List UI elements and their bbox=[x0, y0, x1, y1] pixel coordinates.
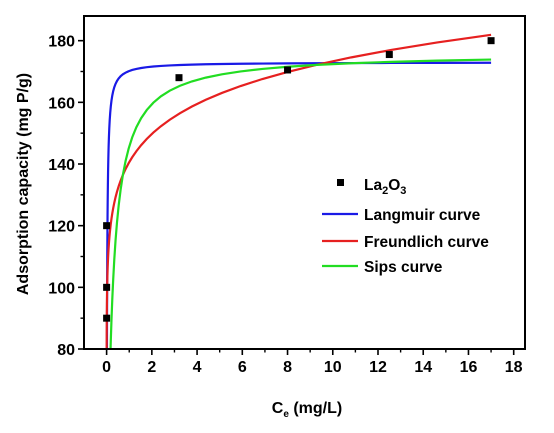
data-point bbox=[103, 283, 111, 291]
data-point bbox=[385, 51, 393, 59]
y-tick-label: 100 bbox=[48, 280, 75, 297]
data-point bbox=[487, 37, 495, 45]
y-tick-label: 120 bbox=[48, 219, 75, 236]
x-tick-label: 0 bbox=[102, 359, 111, 376]
x-tick-label: 10 bbox=[324, 359, 342, 376]
plot-area bbox=[83, 15, 526, 350]
x-axis-label-sub: e bbox=[283, 409, 289, 420]
plot-frame bbox=[83, 15, 526, 350]
fit-curve-sips bbox=[109, 58, 492, 349]
x-tick-label: 8 bbox=[283, 359, 292, 376]
tick-labels: 0 2 4 6 8 10 12 14 16 18 80 100 120 140 160 180 bbox=[48, 34, 522, 376]
fit-curve-freundlich bbox=[105, 33, 492, 349]
legend-marker-la2o3 bbox=[337, 179, 344, 186]
data-points bbox=[103, 37, 495, 322]
y-axis-label: Adsorption capacity (mg P/g) bbox=[15, 73, 32, 295]
x-axis-label-rest: (mg/L) bbox=[289, 400, 342, 417]
data-point bbox=[175, 74, 183, 82]
legend-label-freundlich: Freundlich curve bbox=[364, 234, 489, 251]
fit-curve-langmuir bbox=[105, 61, 492, 349]
x-tick-label: 14 bbox=[414, 359, 432, 376]
x-tick-label: 6 bbox=[238, 359, 247, 376]
y-tick-label: 160 bbox=[48, 95, 75, 112]
x-tick-label: 12 bbox=[369, 359, 387, 376]
x-axis-label-main: C bbox=[272, 400, 284, 417]
data-point bbox=[284, 66, 292, 74]
data-point bbox=[103, 314, 111, 322]
legend-label-langmuir: Langmuir curve bbox=[364, 207, 481, 224]
data-point bbox=[103, 222, 111, 230]
legend: La2O3 Langmuir curve Freundlich curve Si… bbox=[322, 177, 489, 276]
legend-label-la2o3: La2O3 bbox=[364, 177, 406, 197]
axis-ticks bbox=[78, 39, 515, 355]
x-tick-label: 16 bbox=[460, 359, 478, 376]
x-tick-label: 4 bbox=[193, 359, 202, 376]
y-tick-label: 140 bbox=[48, 157, 75, 174]
x-tick-label: 2 bbox=[147, 359, 156, 376]
x-axis-label: Ce (mg/L) bbox=[272, 400, 342, 420]
fit-curves bbox=[105, 33, 492, 349]
y-tick-label: 180 bbox=[48, 34, 75, 51]
y-tick-label: 80 bbox=[57, 342, 75, 359]
x-tick-label: 18 bbox=[505, 359, 523, 376]
legend-label-sips: Sips curve bbox=[364, 259, 443, 276]
